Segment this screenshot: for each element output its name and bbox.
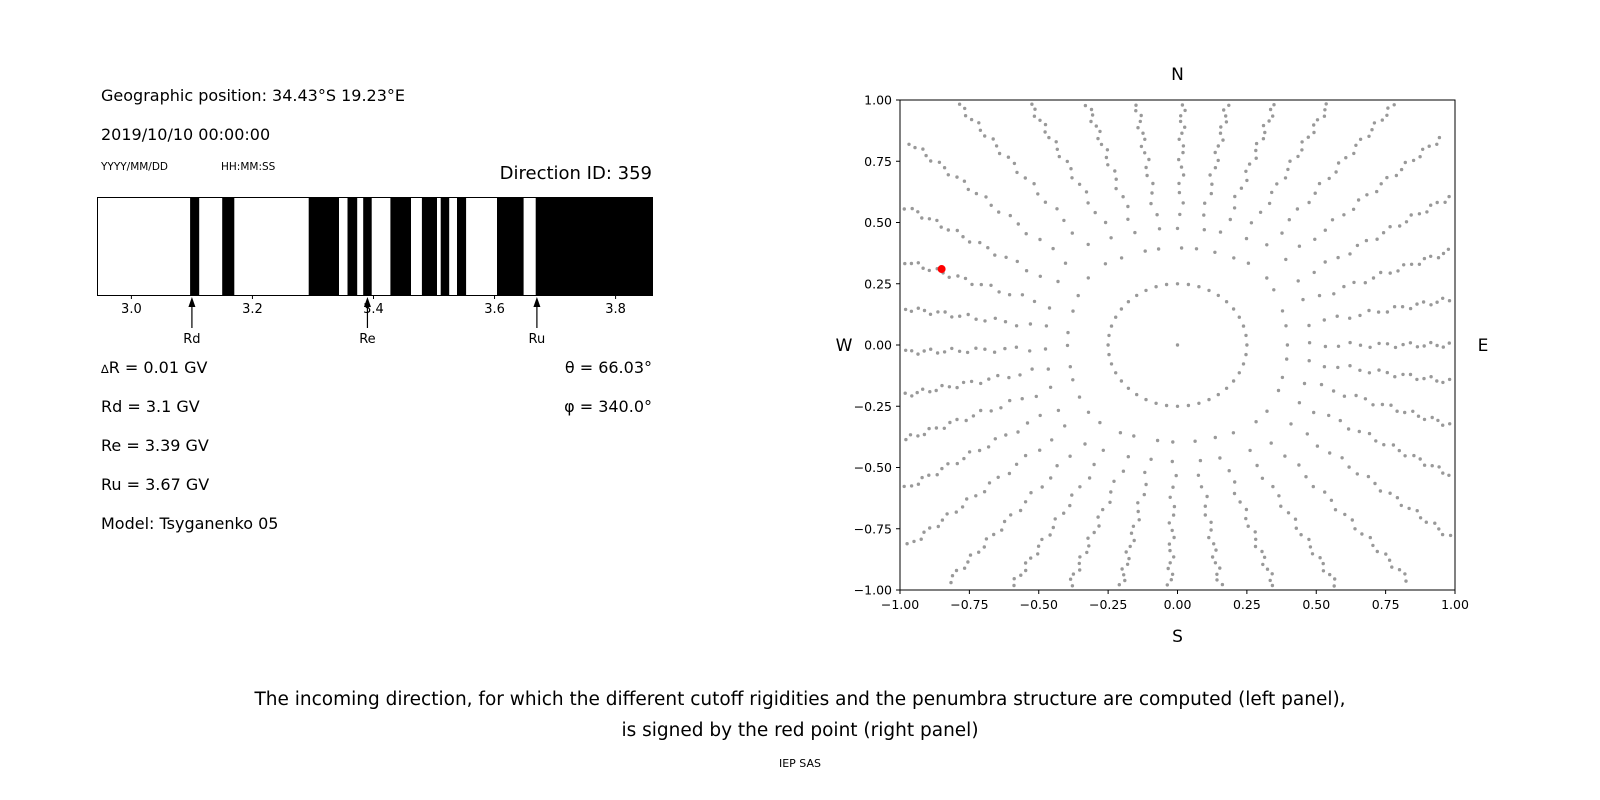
phi-value: φ = 340.0° (564, 397, 652, 416)
selected-direction-red-point (937, 265, 946, 274)
svg-text:3.0: 3.0 (121, 302, 142, 317)
svg-text:−1.00: −1.00 (881, 597, 919, 612)
credit-label: IEP SAS (778, 757, 822, 770)
svg-text:0.50: 0.50 (864, 215, 892, 230)
compass-west-label: W (836, 336, 853, 356)
svg-text:1.00: 1.00 (864, 93, 892, 108)
time-format-label: HH:MM:SS (221, 161, 276, 173)
caption-line-2: is signed by the red point (right panel) (621, 720, 979, 741)
svg-text:−0.25: −0.25 (1089, 597, 1127, 612)
datetime-label: 2019/10/10 00:00:00 (101, 125, 271, 144)
marker-arrow-rd (188, 297, 196, 307)
svg-text:−0.50: −0.50 (854, 460, 892, 475)
svg-text:1.00: 1.00 (1441, 597, 1469, 612)
svg-text:−0.75: −0.75 (854, 521, 892, 536)
delta-symbol: ∆ (101, 362, 109, 376)
direction-id-label: Direction ID: 359 (499, 163, 652, 184)
compass-east-label: E (1478, 336, 1489, 356)
svg-text:−0.75: −0.75 (950, 597, 988, 612)
delta-r-text: R = 0.01 GV (108, 358, 208, 377)
delta-r-value: ∆R = 0.01 GV (101, 358, 207, 377)
theta-value: θ = 66.03° (564, 358, 652, 377)
svg-text:0.75: 0.75 (864, 154, 892, 169)
svg-text:−0.50: −0.50 (1020, 597, 1058, 612)
compass-north-label: N (1171, 65, 1184, 85)
svg-text:−0.25: −0.25 (854, 399, 892, 414)
penumbra-chart: 3.0 3.2 3.4 3.6 3.8Rd Re Ru (97, 197, 653, 347)
svg-text:Re: Re (359, 332, 375, 347)
caption-line-1: The incoming direction, for which the di… (254, 689, 1346, 710)
ru-value: Ru = 3.67 GV (101, 475, 210, 494)
geographic-position-label: Geographic position: 34.43°S 19.23°E (101, 86, 406, 105)
svg-text:0.75: 0.75 (1372, 597, 1400, 612)
date-format-label: YYYY/MM/DD (101, 161, 169, 173)
svg-text:0.25: 0.25 (864, 276, 892, 291)
marker-arrow-ru (533, 297, 541, 307)
model-label: Model: Tsyganenko 05 (101, 514, 279, 533)
re-value: Re = 3.39 GV (101, 436, 209, 455)
svg-text:0.00: 0.00 (1164, 597, 1192, 612)
marker-arrow-re (363, 297, 371, 307)
compass-south-label: S (1172, 627, 1183, 647)
direction-scatter-chart: 1.00 0.75 0.50 0.25 0.00 −0.25 −0.50 −0.75 −1.00… (836, 65, 1489, 647)
svg-text:3.8: 3.8 (605, 302, 626, 317)
svg-text:−1.00: −1.00 (854, 583, 892, 598)
svg-text:0.25: 0.25 (1233, 597, 1261, 612)
svg-text:Rd: Rd (183, 332, 200, 347)
svg-text:0.50: 0.50 (1302, 597, 1330, 612)
svg-text:Ru: Ru (529, 332, 546, 347)
rd-value: Rd = 3.1 GV (101, 397, 200, 416)
svg-text:0.00: 0.00 (864, 338, 892, 353)
svg-text:3.6: 3.6 (484, 302, 505, 317)
svg-text:3.2: 3.2 (242, 302, 263, 317)
